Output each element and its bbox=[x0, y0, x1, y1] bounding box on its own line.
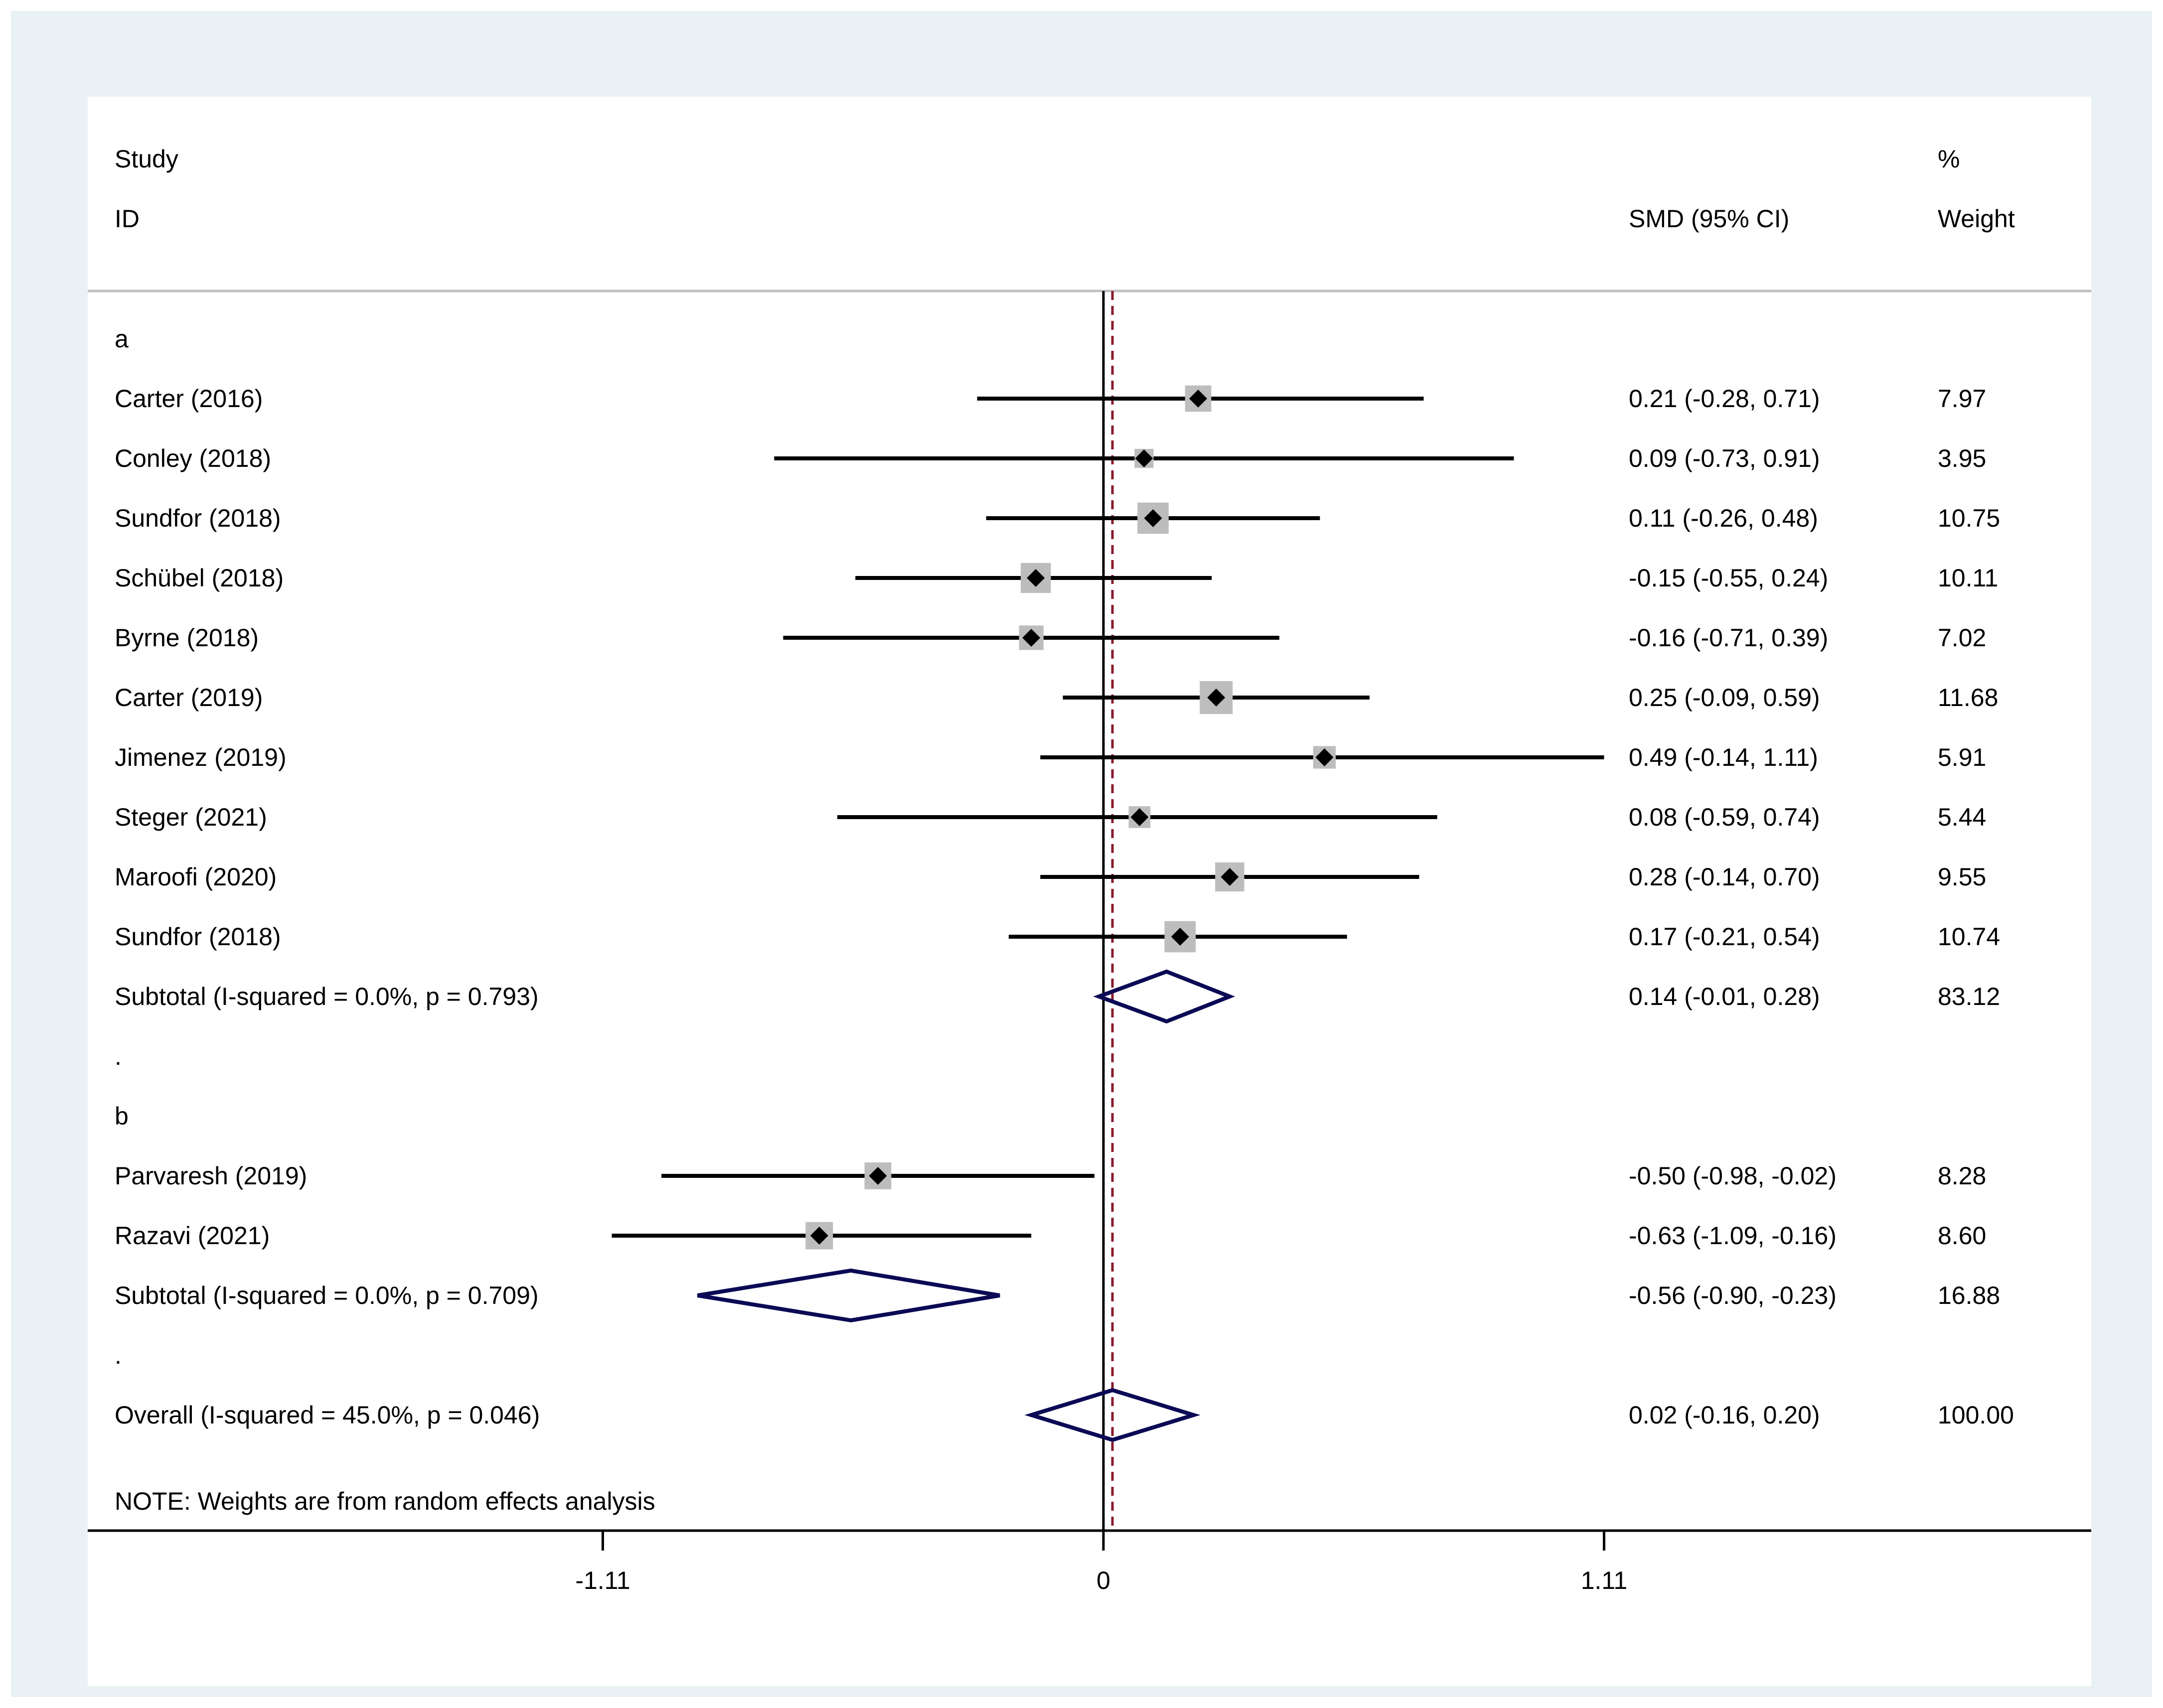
axis-tick-label: 0 bbox=[1096, 1566, 1110, 1594]
group-label: b bbox=[115, 1102, 129, 1130]
group-label: a bbox=[115, 325, 129, 353]
weight-text: 83.12 bbox=[1938, 983, 2000, 1010]
weight-text: 10.74 bbox=[1938, 923, 2000, 951]
point-estimate bbox=[1189, 390, 1208, 408]
footnote: NOTE: Weights are from random effects an… bbox=[115, 1487, 655, 1515]
ci-text: 0.17 (-0.21, 0.54) bbox=[1629, 923, 1820, 951]
axis-tick-label: -1.11 bbox=[575, 1566, 630, 1594]
header-percent: % bbox=[1938, 145, 1960, 173]
ci-text: 0.28 (-0.14, 0.70) bbox=[1629, 863, 1820, 891]
point-estimate bbox=[1171, 928, 1189, 946]
point-estimate bbox=[1207, 689, 1226, 707]
study-label: Conley (2018) bbox=[115, 444, 271, 472]
marks-layer bbox=[612, 385, 1604, 1442]
ci-text: -0.63 (-1.09, -0.16) bbox=[1629, 1222, 1837, 1250]
overall-label: Overall (I-squared = 45.0%, p = 0.046) bbox=[115, 1401, 540, 1429]
weight-text: 10.75 bbox=[1938, 504, 2000, 532]
ci-text: 0.09 (-0.73, 0.91) bbox=[1629, 444, 1820, 472]
ci-text: 0.08 (-0.59, 0.74) bbox=[1629, 803, 1820, 831]
ci-text: 0.21 (-0.28, 0.71) bbox=[1629, 385, 1820, 413]
subtotal-diamond bbox=[697, 1268, 1000, 1323]
point-estimate bbox=[1135, 449, 1153, 467]
weight-text: 100.00 bbox=[1938, 1401, 2014, 1429]
weight-text: 8.60 bbox=[1938, 1222, 1986, 1250]
point-estimate bbox=[1315, 748, 1334, 766]
x-axis: -1.11 0 1.11 bbox=[88, 1529, 2091, 1594]
study-label: Carter (2016) bbox=[115, 385, 263, 413]
study-label: Maroofi (2020) bbox=[115, 863, 277, 891]
point-estimate bbox=[1022, 629, 1041, 647]
study-label: Sundfor (2018) bbox=[115, 923, 281, 951]
weight-text: 10.11 bbox=[1938, 564, 1998, 592]
point-estimate bbox=[810, 1227, 828, 1245]
point-estimate bbox=[869, 1167, 887, 1185]
spacer-label: . bbox=[115, 1042, 122, 1070]
ci-text: -0.50 (-0.98, -0.02) bbox=[1629, 1162, 1837, 1190]
weight-text: 9.55 bbox=[1938, 863, 1986, 891]
header-id: ID bbox=[115, 205, 140, 233]
subtotal-diamond bbox=[1093, 969, 1236, 1024]
point-estimate bbox=[1027, 569, 1045, 587]
ci-text: 0.25 (-0.09, 0.59) bbox=[1629, 684, 1820, 712]
study-label: Byrne (2018) bbox=[115, 624, 259, 652]
ci-text: 0.49 (-0.14, 1.11) bbox=[1629, 743, 1818, 771]
point-estimate bbox=[1221, 868, 1239, 886]
subtotal-label: Subtotal (I-squared = 0.0%, p = 0.709) bbox=[115, 1281, 539, 1309]
rows-layer: a Carter (2016) 0.21 (-0.28, 0.71) 7.97 Conl… bbox=[115, 325, 2014, 1429]
overall-diamond bbox=[1024, 1388, 1201, 1442]
weight-text: 16.88 bbox=[1938, 1281, 2000, 1309]
weight-text: 3.95 bbox=[1938, 444, 1986, 472]
ci-text: -0.56 (-0.90, -0.23) bbox=[1629, 1281, 1837, 1309]
weight-text: 5.91 bbox=[1938, 743, 1986, 771]
header-study: Study bbox=[115, 145, 178, 173]
axis-tick-label: 1.11 bbox=[1581, 1566, 1628, 1594]
weight-text: 11.68 bbox=[1938, 684, 1998, 712]
subtotal-label: Subtotal (I-squared = 0.0%, p = 0.793) bbox=[115, 983, 539, 1010]
weight-text: 7.02 bbox=[1938, 624, 1986, 652]
ci-text: -0.16 (-0.71, 0.39) bbox=[1629, 624, 1828, 652]
point-estimate bbox=[1130, 808, 1149, 826]
header-effect-label: SMD (95% CI) bbox=[1629, 205, 1789, 233]
study-label: Razavi (2021) bbox=[115, 1222, 270, 1250]
weight-text: 8.28 bbox=[1938, 1162, 1986, 1190]
plot-area bbox=[88, 97, 2091, 1686]
study-label: Carter (2019) bbox=[115, 684, 263, 712]
ci-text: 0.11 (-0.26, 0.48) bbox=[1629, 504, 1818, 532]
ci-text: -0.15 (-0.55, 0.24) bbox=[1629, 564, 1828, 592]
header-weight: Weight bbox=[1938, 205, 2015, 233]
reference-lines bbox=[1102, 291, 1114, 1531]
study-label: Schübel (2018) bbox=[115, 564, 284, 592]
study-label: Sundfor (2018) bbox=[115, 504, 281, 532]
study-label: Jimenez (2019) bbox=[115, 743, 287, 771]
weight-text: 7.97 bbox=[1938, 385, 1986, 413]
ci-text: 0.02 (-0.16, 0.20) bbox=[1629, 1401, 1820, 1429]
spacer-label: . bbox=[115, 1341, 122, 1369]
study-label: Steger (2021) bbox=[115, 803, 267, 831]
study-label: Parvaresh (2019) bbox=[115, 1162, 307, 1190]
point-estimate bbox=[1144, 509, 1162, 527]
weight-text: 5.44 bbox=[1938, 803, 1986, 831]
ci-text: 0.14 (-0.01, 0.28) bbox=[1629, 983, 1820, 1010]
